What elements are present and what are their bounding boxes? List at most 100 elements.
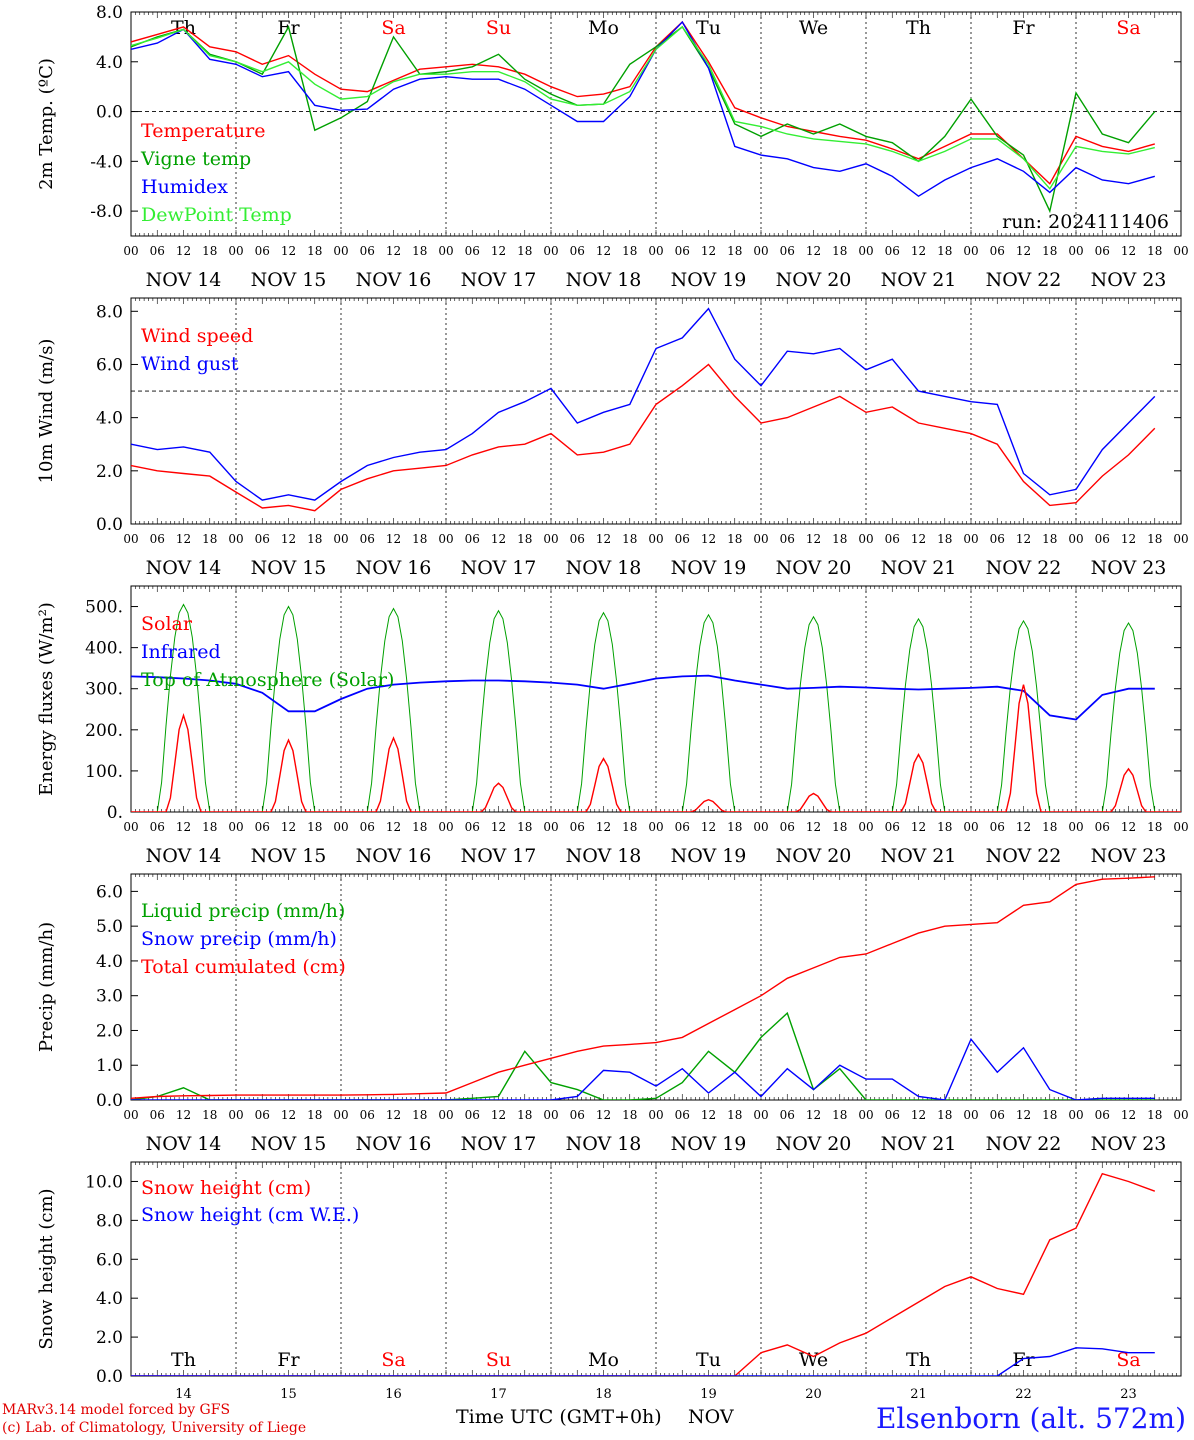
hour-tick-label: 00 [333,1108,348,1122]
hour-tick-label: 18 [937,820,952,834]
hour-tick-label: 12 [281,532,296,546]
hour-tick-label: 00 [123,244,138,258]
y-axis-title: 2m Temp. (ºC) [36,58,57,190]
hour-tick-label: 12 [701,532,716,546]
weekday-label: Sa [381,1349,405,1371]
hour-tick-label: 06 [990,1108,1005,1122]
series-wind-gust [131,307,1156,501]
hour-tick-label: 18 [412,532,427,546]
date-label: NOV 18 [566,557,642,579]
legend-entry: Temperature [141,120,265,142]
weekday-label: Th [171,1349,196,1371]
series-liquid-precip-mm-h- [131,1011,1155,1100]
date-label: NOV 20 [776,269,852,291]
hour-tick-label: 12 [911,1108,926,1122]
hour-tick-label: 18 [622,532,637,546]
y-tick-label: 4.0 [96,1289,123,1309]
hour-tick-label: 06 [465,820,480,834]
hour-tick-label: 12 [386,1108,401,1122]
hour-tick-label: 00 [438,820,453,834]
date-label: NOV 21 [881,1133,957,1155]
hour-tick-label: 12 [491,820,506,834]
y-axis-title: Precip (mm/h) [36,922,57,1052]
y-tick-label: 8.0 [96,302,123,322]
hour-tick-label: 12 [1016,1108,1031,1122]
date-label: NOV 15 [251,557,327,579]
hour-tick-label: 18 [1147,820,1162,834]
weekday-label: We [799,17,828,39]
y-tick-label: -4.0 [90,152,123,172]
weekday-label: Tu [696,1349,721,1371]
weekday-label: Fr [1012,17,1035,39]
hour-tick-label: 12 [1121,532,1136,546]
hour-tick-label: 00 [963,1108,978,1122]
hour-tick-label: 06 [885,1108,900,1122]
hour-tick-label: 00 [963,244,978,258]
hour-tick-label: 18 [517,1108,532,1122]
day-number-label: 20 [805,1387,822,1400]
hour-tick-label: 12 [176,244,191,258]
date-label: NOV 22 [986,845,1062,867]
hour-tick-label: 00 [648,532,663,546]
series-snow-precip-mm-h- [131,1037,1155,1100]
hour-tick-label: 00 [1068,1108,1083,1122]
y-tick-label: 5.0 [96,917,123,937]
y-tick-label: 4.0 [96,53,123,73]
x-axis-title: Time UTC (GMT+0h) [456,1406,662,1428]
plot-frame [130,297,1182,525]
hour-tick-label: 00 [753,244,768,258]
hour-tick-label: 06 [570,244,585,258]
date-label: NOV 23 [1091,845,1167,867]
hour-tick-label: 18 [307,1108,322,1122]
series-toa-solar [131,603,1181,812]
hour-tick-label: 06 [990,532,1005,546]
hour-tick-label: 12 [1121,244,1136,258]
legend-entry: Humidex [141,176,228,198]
hour-tick-label: 00 [753,820,768,834]
station-title: Elsenborn (alt. 572m) [875,1402,1186,1435]
hour-tick-label: 18 [727,244,742,258]
series-dewpoint-temp [131,25,1155,190]
y-tick-label: 0.0 [96,1091,123,1111]
date-label: NOV 22 [986,269,1062,291]
hour-tick-label: 12 [281,1108,296,1122]
date-label: NOV 16 [356,269,432,291]
hour-tick-label: 00 [648,244,663,258]
hour-tick-label: 12 [1121,820,1136,834]
series-total-cumulated-cm- [131,876,1155,1099]
weekday-label: Su [486,17,511,39]
date-label: NOV 19 [671,557,747,579]
hour-tick-label: 00 [963,820,978,834]
legend-entry: Solar [141,613,193,635]
hour-tick-label: 12 [596,244,611,258]
hour-tick-label: 06 [360,244,375,258]
series-snow-height-cm- [131,1172,1156,1376]
hour-tick-label: 18 [517,820,532,834]
hour-tick-label: 12 [701,820,716,834]
series-infrared [131,674,1155,721]
hour-tick-label: 18 [202,1108,217,1122]
hour-tick-label: 12 [806,244,821,258]
hour-tick-label: 00 [648,1108,663,1122]
weekday-label: We [799,1349,828,1371]
legend-entry: Liquid precip (mm/h) [141,900,345,922]
hour-tick-label: 00 [123,532,138,546]
date-label: NOV 20 [776,557,852,579]
y-tick-label: 100. [85,762,123,782]
date-label: NOV 18 [566,845,642,867]
x-axis-suffix: NOV [688,1406,734,1428]
hour-tick-label: 00 [438,1108,453,1122]
legend-entry: Top of Atmosphere (Solar) [141,669,394,691]
hour-tick-label: 12 [701,1108,716,1122]
meteogram: 8.0 4.0 0.0 -4.0 -8.0 2m Temp. (ºC) 00 06 12 18 00… [36,3,1189,1400]
hour-tick-label: 06 [465,1108,480,1122]
weekday-label: Th [906,1349,931,1371]
hour-tick-label: 00 [228,820,243,834]
hour-tick-label: 06 [255,532,270,546]
hour-tick-label: 06 [990,244,1005,258]
date-label: NOV 21 [881,557,957,579]
y-axis-title: 10m Wind (m/s) [36,339,57,484]
hour-tick-label: 18 [1147,532,1162,546]
date-label: NOV 21 [881,269,957,291]
date-label: NOV 18 [566,1133,642,1155]
